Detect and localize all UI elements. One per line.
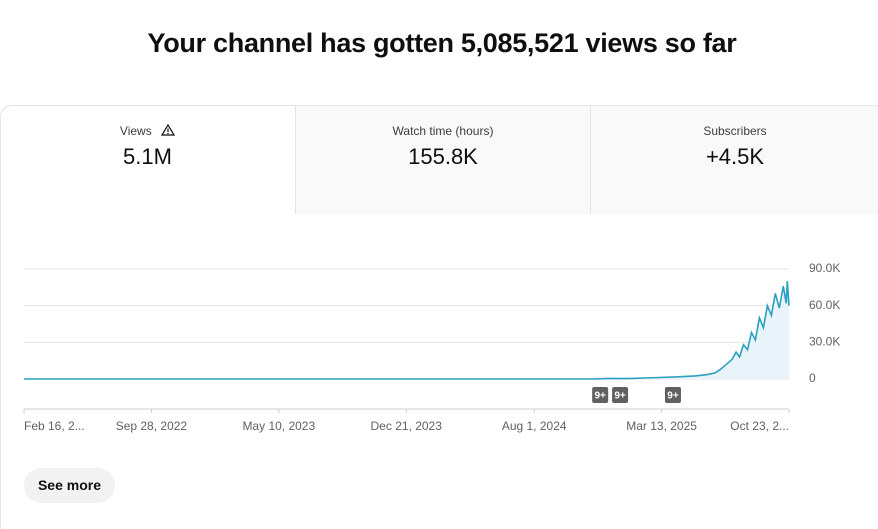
tab-label-row: Views: [1, 123, 294, 138]
see-more-button[interactable]: See more: [24, 468, 115, 503]
x-tick-label: May 10, 2023: [242, 419, 315, 433]
y-tick-label: 30.0K: [809, 335, 840, 349]
x-tick-label: Mar 13, 2025: [626, 419, 697, 433]
marker-box: [592, 387, 609, 403]
tab-value: 155.8K: [408, 144, 478, 169]
tab[interactable]: Views 5.1M: [1, 106, 294, 214]
marker-box: [664, 387, 681, 403]
y-tick-label: 90.0K: [809, 261, 840, 275]
tab[interactable]: Watch time (hours) 155.8K: [295, 106, 590, 214]
analytics-card: [0, 105, 878, 529]
annotation-marker[interactable]: 9+: [664, 387, 681, 403]
tab[interactable]: Subscribers +4.5K: [590, 106, 878, 214]
y-tick-label: 60.0K: [809, 298, 840, 312]
page-title: Your channel has gotten 5,085,521 views …: [147, 28, 737, 58]
line: [24, 281, 790, 380]
tab-value: +4.5K: [705, 144, 765, 169]
chart: 0 30.0K 60.0K 90.0K Feb 16, 2... Sep 28, 2022…: [23, 261, 840, 433]
tab-label: Views: [119, 124, 152, 138]
x-tick-label: Oct 23, 2...: [730, 419, 789, 433]
x-tick-label: Feb 16, 2...: [24, 419, 85, 433]
marker-label: 9+: [594, 391, 606, 402]
y-tick-label: 0: [809, 371, 816, 385]
x-tick-label: Aug 1, 2024: [502, 419, 567, 433]
x-tick-label: Sep 28, 2022: [116, 419, 188, 433]
tab-label: Watch time (hours): [392, 124, 494, 138]
marker-box: [612, 387, 629, 403]
area: [24, 281, 789, 379]
marker-label: 9+: [667, 391, 679, 402]
tab-label: Subscribers: [703, 124, 767, 138]
marker-label: 9+: [614, 391, 626, 402]
annotation-marker[interactable]: 9+: [612, 387, 629, 403]
x-tick-label: Dec 21, 2023: [371, 419, 443, 433]
warning-icon[interactable]: [161, 123, 176, 136]
annotation-marker[interactable]: 9+: [592, 387, 609, 403]
tab-value: 5.1M: [123, 144, 172, 169]
